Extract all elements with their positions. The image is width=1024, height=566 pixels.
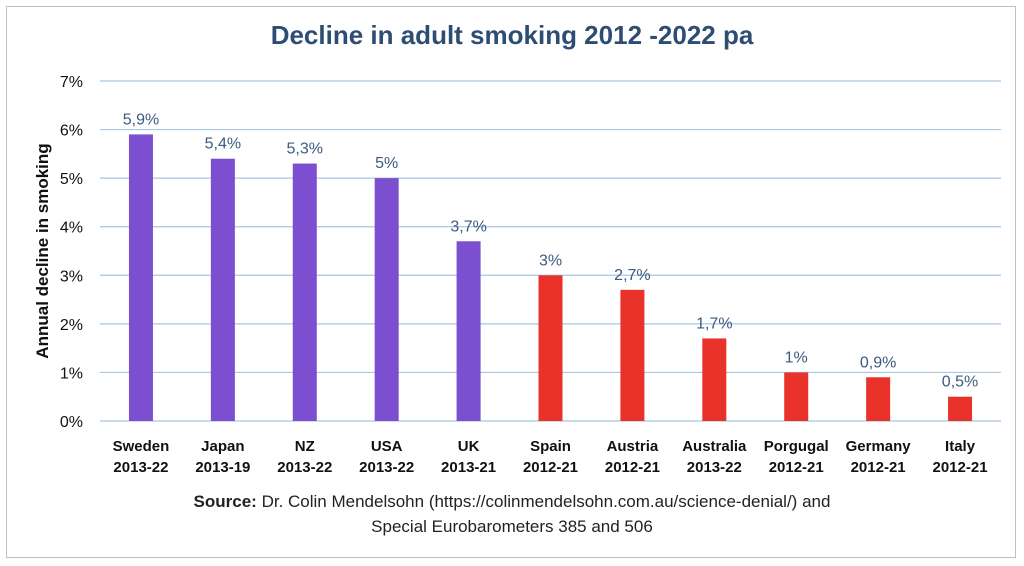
x-tick-label: Germany (846, 438, 912, 455)
y-tick-label: 4% (60, 220, 83, 237)
x-tick-label: USA (371, 438, 403, 455)
x-tick-period: 2013-22 (277, 459, 332, 476)
bar (456, 241, 481, 421)
x-tick-period: 2012-21 (523, 459, 578, 476)
bar (948, 396, 973, 421)
bar (866, 377, 891, 421)
source-note: Source: Dr. Colin Mendelsohn (https://co… (0, 489, 1024, 539)
data-label: 5,9% (123, 111, 159, 128)
x-tick-period: 2012-21 (933, 459, 988, 476)
x-tick-label: NZ (295, 438, 315, 455)
y-tick-label: 3% (60, 268, 83, 285)
chart-title: Decline in adult smoking 2012 -2022 pa (270, 20, 754, 50)
x-tick-period: 2012-21 (769, 459, 824, 476)
data-label: 3,7% (450, 218, 486, 235)
data-label: 5% (375, 155, 398, 172)
x-tick-period: 2012-21 (605, 459, 660, 476)
bar (538, 275, 563, 421)
bar (702, 338, 727, 421)
y-tick-label: 6% (60, 123, 83, 140)
y-axis-label: Annual decline in smoking (33, 143, 52, 358)
chart-frame (6, 6, 1016, 558)
x-tick-label: Australia (682, 438, 747, 455)
bar (620, 289, 645, 421)
data-label: 1,7% (696, 315, 732, 332)
source-label: Source: (193, 492, 257, 511)
x-tick-label: Porgugal (764, 438, 829, 455)
x-tick-period: 2013-22 (359, 459, 414, 476)
x-tick-period: 2013-22 (687, 459, 742, 476)
x-tick-label: Japan (201, 438, 244, 455)
y-tick-label: 0% (60, 414, 83, 431)
bar (784, 372, 809, 421)
bar (128, 134, 153, 421)
x-tick-period: 2012-21 (851, 459, 906, 476)
data-label: 2,7% (614, 267, 650, 284)
data-label: 1% (785, 349, 808, 366)
bar (374, 178, 399, 421)
x-tick-label: Spain (530, 438, 571, 455)
bar (292, 163, 317, 422)
data-label: 5,3% (287, 141, 323, 158)
source-text-line1: Dr. Colin Mendelsohn (https://colinmende… (256, 492, 831, 511)
y-tick-label: 7% (60, 74, 83, 91)
source-text-line2: Special Eurobarometers 385 and 506 (371, 517, 653, 536)
x-tick-label: Sweden (113, 438, 170, 455)
y-tick-label: 2% (60, 317, 83, 334)
data-label: 0,9% (860, 354, 896, 371)
data-label: 3% (539, 252, 562, 269)
x-tick-period: 2013-22 (113, 459, 168, 476)
x-tick-label: Austria (607, 438, 659, 455)
y-tick-label: 1% (60, 365, 83, 382)
x-tick-period: 2013-19 (195, 459, 250, 476)
y-tick-label: 5% (60, 171, 83, 188)
x-tick-label: Italy (945, 438, 976, 455)
bar (210, 158, 235, 421)
data-label: 5,4% (205, 136, 241, 153)
x-tick-label: UK (458, 438, 480, 455)
data-label: 0,5% (942, 374, 978, 391)
x-tick-period: 2013-21 (441, 459, 496, 476)
